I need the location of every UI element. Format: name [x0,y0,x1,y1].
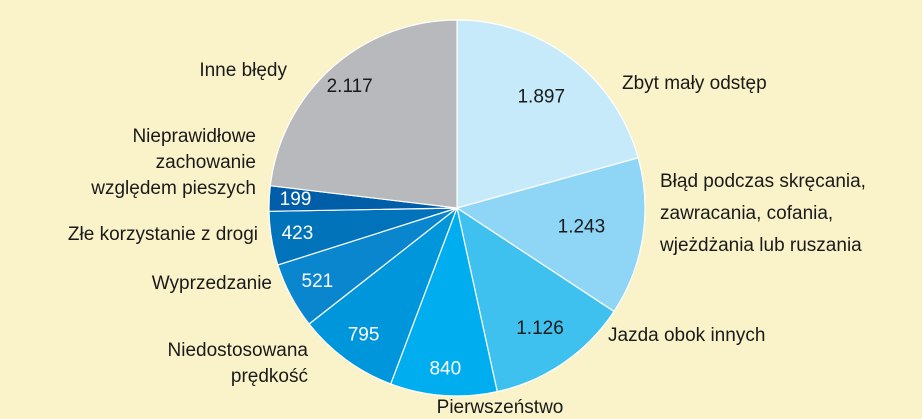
value-label: 423 [282,223,314,244]
category-label: Inne błędy [199,60,287,81]
value-label: 521 [302,271,334,292]
category-label: Nieprawidłowe zachowanie względem pieszy… [91,126,256,199]
category-label: Pierwszeństwo [436,397,564,418]
value-label: 795 [348,324,380,345]
category-label: Jazda obok innych [608,325,766,346]
category-label: Wyprzedzanie [151,273,272,294]
pie-slice [269,19,458,209]
category-label: Niedostosowana prędkość [167,340,308,387]
category-label: Złe korzystanie z drogi [67,224,258,245]
pie-slice [456,19,639,209]
category-label: Zbyt mały odstęp [622,73,767,94]
pie-slice [389,205,498,397]
pie-slice [308,206,459,385]
value-label: 2.117 [327,76,373,97]
value-label: 1.126 [516,318,564,339]
pie-slice [455,157,646,313]
pie-slice [456,206,615,393]
category-label: Błąd podczas skręcania, zawracania, cofa… [660,171,866,256]
value-label: 1.897 [517,86,565,107]
value-label: 1.243 [558,217,606,238]
value-label: 199 [280,189,312,210]
value-label: 840 [429,358,461,379]
